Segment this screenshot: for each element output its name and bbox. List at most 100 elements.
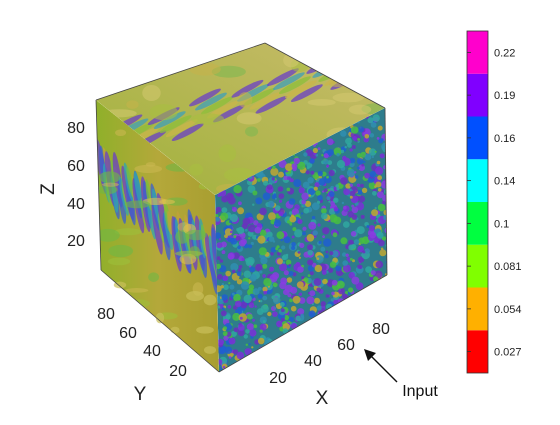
speckle-blob (303, 152, 308, 157)
speckle-blob (296, 281, 304, 289)
speckle-blob (293, 157, 300, 165)
colorbar-tick-label: 0.14 (494, 176, 515, 188)
speckle-blob (364, 248, 371, 254)
isosurface-band (126, 166, 134, 198)
speckle-blob (313, 144, 316, 147)
speckle-blob (333, 147, 342, 156)
speckle-blob (329, 251, 334, 256)
speckle-blob (225, 270, 231, 277)
speckle-blob (215, 217, 220, 222)
speckle-blob (328, 268, 334, 273)
speckle-blob (289, 316, 294, 322)
speckle-blob (278, 171, 284, 178)
colorbar-segment (467, 31, 488, 74)
speckle-blob (280, 238, 283, 242)
speckle-blob (348, 287, 354, 293)
speckle-blob (222, 366, 226, 369)
z-axis-label: Z (38, 183, 59, 195)
speckle-blob (361, 187, 368, 194)
speckle-blob (228, 282, 231, 285)
speckle-blob (245, 343, 248, 346)
speckle-blob (233, 185, 242, 194)
isosurface-swirl (348, 104, 372, 115)
speckle-blob (232, 349, 239, 355)
speckle-blob (298, 256, 301, 259)
isosurface-band (231, 79, 264, 98)
speckle-blob (228, 337, 236, 345)
speckle-blob (345, 183, 351, 189)
speckle-blob (221, 250, 226, 255)
speckle-blob (276, 231, 285, 240)
speckle-blob (342, 260, 349, 266)
speckle-blob (318, 178, 326, 186)
speckle-blob (331, 250, 339, 258)
speckle-blob (373, 221, 377, 224)
speckle-blob (313, 186, 318, 191)
isosurface-swirl (159, 199, 175, 205)
isosurface-band (147, 200, 156, 240)
speckle-blob (362, 250, 366, 254)
speckle-blob (280, 277, 288, 285)
speckle-blob (368, 148, 377, 156)
speckle-blob (231, 206, 234, 209)
speckle-blob (278, 211, 284, 217)
isosurface-swirl (125, 288, 149, 293)
speckle-blob (270, 167, 279, 176)
speckle-blob (297, 219, 303, 225)
isosurface-fragment (186, 290, 204, 302)
speckle-blob (295, 315, 301, 321)
speckle-blob (262, 274, 266, 278)
speckle-blob (267, 200, 275, 208)
speckle-blob (307, 259, 314, 266)
speckle-blob (266, 231, 273, 238)
speckle-blob (252, 319, 256, 322)
speckle-blob (354, 175, 359, 179)
speckle-blob (312, 172, 320, 180)
speckle-blob (378, 239, 385, 247)
speckle-blob (326, 138, 334, 146)
speckle-blob (263, 290, 268, 295)
z-tick-label: 40 (67, 196, 85, 213)
speckle-blob (263, 278, 272, 287)
isosurface-fragment (170, 326, 180, 334)
speckle-blob (349, 257, 353, 261)
speckle-blob (344, 146, 347, 149)
speckle-blob (370, 270, 376, 276)
speckle-blob (363, 160, 366, 164)
speckle-blob (336, 280, 345, 289)
speckle-blob (343, 221, 350, 228)
speckle-blob (232, 312, 241, 321)
speckle-blob (372, 114, 380, 122)
speckle-blob (336, 187, 340, 191)
speckle-blob (217, 305, 221, 309)
speckle-blob (384, 227, 387, 234)
speckle-blob (227, 253, 235, 260)
speckle-blob (368, 225, 375, 232)
speckle-blob (243, 270, 251, 278)
speckle-blob (223, 326, 228, 330)
speckle-blob (268, 212, 276, 221)
isosurface-band (255, 95, 288, 114)
speckle-blob (262, 320, 266, 324)
speckle-blob (291, 235, 295, 239)
speckle-blob (312, 230, 318, 236)
isosurface-band (201, 96, 233, 115)
speckle-blob (248, 237, 251, 240)
speckle-blob (324, 254, 329, 259)
speckle-blob (367, 117, 374, 124)
speckle-blob (326, 164, 330, 167)
isosurface-swirl (142, 84, 161, 101)
y-tick-label: 40 (143, 343, 161, 360)
speckle-blob (309, 290, 316, 297)
speckle-blob (222, 331, 228, 336)
speckle-blob (216, 274, 223, 280)
speckle-blob (279, 199, 283, 203)
speckle-blob (377, 125, 383, 131)
speckle-blob (385, 222, 387, 226)
speckle-blob (274, 197, 277, 200)
speckle-blob (290, 286, 298, 294)
speckle-blob (224, 228, 233, 236)
isosurface-swirl (126, 314, 152, 323)
colorbar-segment (467, 202, 488, 245)
